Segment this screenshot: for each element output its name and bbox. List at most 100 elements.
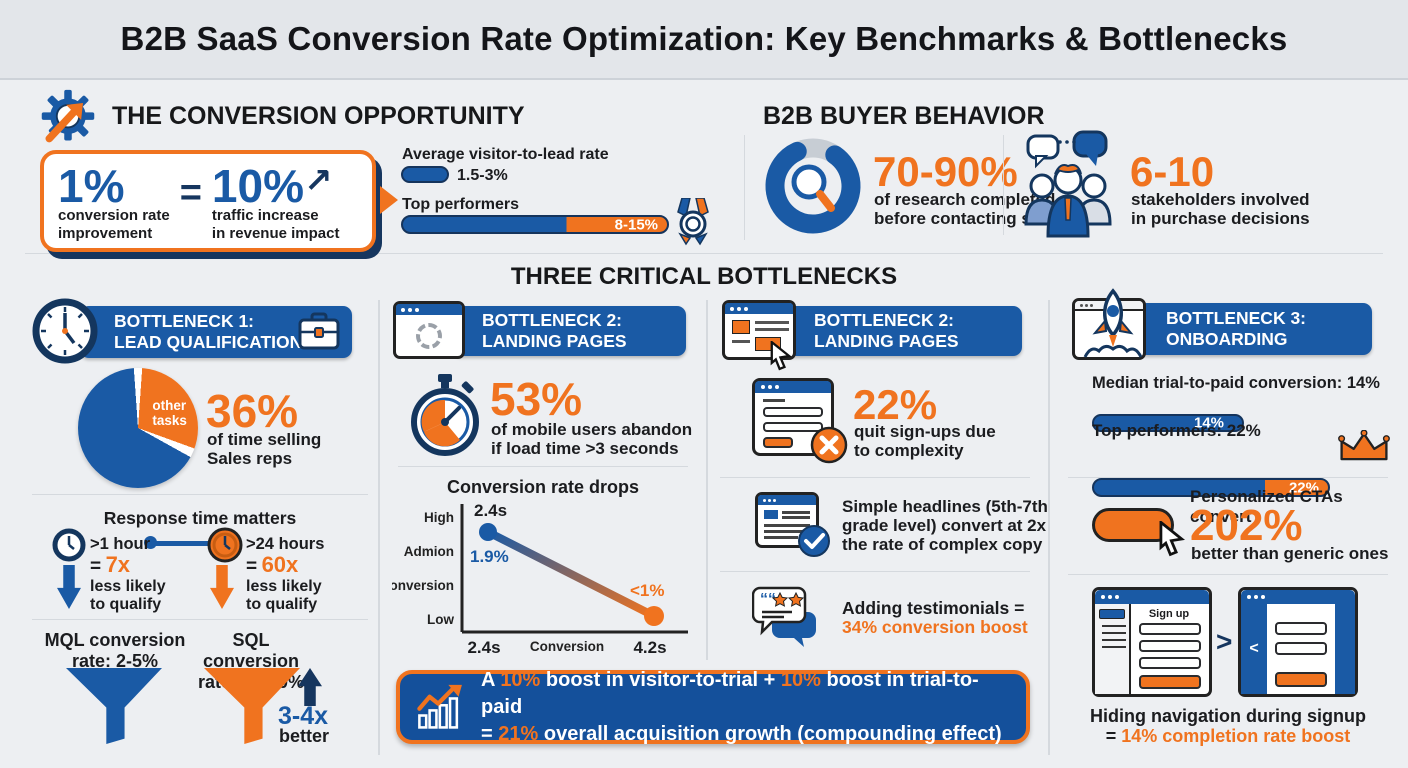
abandon-line1: of mobile users abandon bbox=[491, 420, 693, 439]
selling-time-line1: of time selling bbox=[207, 430, 322, 449]
stakeholders-icon bbox=[1022, 128, 1114, 245]
page-title: B2B SaaS Conversion Rate Optimization: K… bbox=[120, 20, 1288, 57]
stat-1pct-label2: improvement bbox=[58, 224, 153, 242]
response-time-heading: Response time matters bbox=[103, 508, 297, 528]
quit-line1: quit sign-ups due bbox=[854, 422, 996, 441]
bottlenecks-heading: THREE CRITICAL BOTTLENECKS bbox=[510, 263, 898, 290]
stakeholders-value: 6-10 bbox=[1130, 148, 1215, 195]
fast-line2: to qualify bbox=[90, 596, 162, 613]
slow-line2: to qualify bbox=[246, 596, 318, 613]
slow-multiplier: = 60x bbox=[246, 552, 299, 578]
windows-separator: > bbox=[1216, 626, 1233, 657]
clock-icon bbox=[32, 298, 98, 369]
bottleneck1-header-line1: BOTTLENECK 1: bbox=[114, 311, 254, 332]
cta-value: 202% bbox=[1190, 501, 1303, 550]
crown-icon bbox=[1336, 429, 1392, 469]
fast-time-label: >1 hour bbox=[90, 535, 151, 553]
col1-divider-1 bbox=[32, 494, 368, 495]
top-vertical-divider-1 bbox=[744, 135, 745, 240]
testimonial-icon: ““ bbox=[751, 586, 820, 653]
column-divider-1 bbox=[378, 300, 380, 755]
research-value: 70-90% bbox=[873, 148, 1018, 195]
col4-divider-1 bbox=[1068, 477, 1388, 478]
svg-text:1.9%: 1.9% bbox=[470, 547, 509, 566]
svg-text:High: High bbox=[424, 510, 454, 525]
bottleneck1-header: BOTTLENECK 1: LEAD QUALIFICATION bbox=[80, 306, 352, 358]
median-label: Median trial-to-paid conversion: 14% bbox=[1092, 374, 1380, 392]
stat-1pct-label1: conversion rate bbox=[58, 207, 170, 225]
loading-page-icon bbox=[393, 301, 465, 359]
slow-clock-icon bbox=[206, 526, 244, 569]
title-band: B2B SaaS Conversion Rate Optimization: K… bbox=[0, 0, 1408, 80]
bottleneck2-header-line1: BOTTLENECK 2: bbox=[482, 310, 622, 331]
quit-line2: to complexity bbox=[854, 441, 964, 460]
stakeholders-line1: stakeholders involved bbox=[1131, 190, 1310, 209]
research-line2: before contacting sales bbox=[874, 209, 1064, 228]
fast-clock-icon bbox=[52, 528, 86, 567]
conversion-drop-chart: High Admion Conversion Low 2.4s 1.9% <1%… bbox=[380, 496, 692, 663]
top-vertical-divider-2 bbox=[1003, 135, 1004, 235]
timeline-connector bbox=[148, 541, 220, 546]
svg-text:Conversion: Conversion bbox=[392, 578, 454, 593]
stat-1pct: 1% conversion rate improvement bbox=[58, 160, 170, 242]
spinner-icon bbox=[416, 323, 442, 349]
svg-text:2.4s: 2.4s bbox=[467, 638, 500, 657]
equals-sign: = bbox=[179, 172, 202, 214]
research-donut-chart bbox=[763, 136, 863, 241]
top-section-divider bbox=[25, 253, 1383, 254]
stat-10pct: 10% ↗ traffic increase in revenue impact bbox=[211, 160, 340, 242]
pie-slice-label: other tasks bbox=[152, 398, 187, 429]
fast-line1: less likely bbox=[90, 578, 166, 595]
better-label: better bbox=[279, 726, 330, 746]
briefcase-icon bbox=[298, 312, 340, 357]
median-bar: 14% bbox=[1092, 414, 1244, 432]
bottleneck3-header-line2: ONBOARDING bbox=[1166, 329, 1288, 349]
bottleneck2-header: BOTTLENECK 2: LANDING PAGES bbox=[452, 306, 686, 356]
conversion-equation-box: 1% conversion rate improvement = 10% ↗ t… bbox=[40, 150, 376, 252]
avg-rate-pill bbox=[401, 166, 449, 183]
drop-chart-title: Conversion rate drops bbox=[446, 477, 640, 497]
nav-line2: = 14% completion rate boost bbox=[1105, 726, 1351, 746]
headlines-line3: the rate of complex copy bbox=[842, 535, 1043, 554]
col3-divider-1 bbox=[720, 477, 1030, 478]
quit-value: 22% bbox=[853, 381, 938, 428]
bottleneck2-header-line2: LANDING PAGES bbox=[482, 331, 627, 351]
stat-10pct-label1: traffic increase bbox=[211, 207, 319, 225]
compounding-banner: A 10% boost in visitor-to-trial + 10% bo… bbox=[396, 669, 1030, 745]
headlines-line1: Simple headlines (5th-7th bbox=[842, 497, 1048, 516]
signup-label: Sign up bbox=[1148, 608, 1190, 620]
top-performers-value: 8-15% bbox=[614, 216, 658, 233]
better-value: 3-4x bbox=[278, 702, 329, 730]
banner-text: A 10% boost in visitor-to-trial + 10% bo… bbox=[481, 668, 1002, 745]
stat-1pct-value: 1% bbox=[58, 160, 125, 212]
bottleneck2b-header-line1: BOTTLENECK 2: bbox=[814, 310, 954, 331]
speech-bubble-tip bbox=[380, 186, 398, 214]
svg-text:““: ““ bbox=[760, 591, 776, 608]
landing-page-icon bbox=[722, 300, 796, 371]
stat-10pct-value: 10% bbox=[211, 160, 304, 212]
stopwatch-icon bbox=[410, 372, 480, 465]
abandon-line2: if load time >3 seconds bbox=[491, 439, 679, 458]
svg-text:Admion: Admion bbox=[404, 544, 454, 559]
medal-icon bbox=[676, 197, 710, 253]
column-divider-2 bbox=[706, 300, 708, 660]
avg-rate-label: Average visitor-to-lead rate bbox=[402, 146, 609, 163]
top22-label: Top performers: 22% bbox=[1092, 421, 1261, 440]
signup-form-icon bbox=[752, 378, 848, 464]
selling-time-line2: Sales reps bbox=[207, 449, 293, 468]
stat-10pct-label2: in revenue impact bbox=[211, 224, 340, 242]
timeline-dot bbox=[144, 536, 157, 549]
avg-rate-value: 1.5-3% bbox=[457, 167, 508, 184]
collapse-chevron: < bbox=[1241, 604, 1267, 694]
cta-line1: Personalized CTAs convert bbox=[1190, 487, 1343, 527]
fast-down-arrow-icon bbox=[57, 565, 81, 609]
col1-divider-2 bbox=[32, 619, 368, 620]
signup-with-nav-window: Sign up bbox=[1092, 587, 1212, 697]
svg-text:Conversion: Conversion bbox=[530, 639, 604, 654]
cursor-icon bbox=[1159, 521, 1186, 557]
growth-chart-icon bbox=[417, 684, 462, 729]
mql-funnel bbox=[66, 668, 162, 744]
abandon-value: 53% bbox=[490, 373, 583, 425]
top22-bar-value: 22% bbox=[1288, 479, 1319, 496]
cta-button-icon bbox=[1092, 508, 1186, 557]
